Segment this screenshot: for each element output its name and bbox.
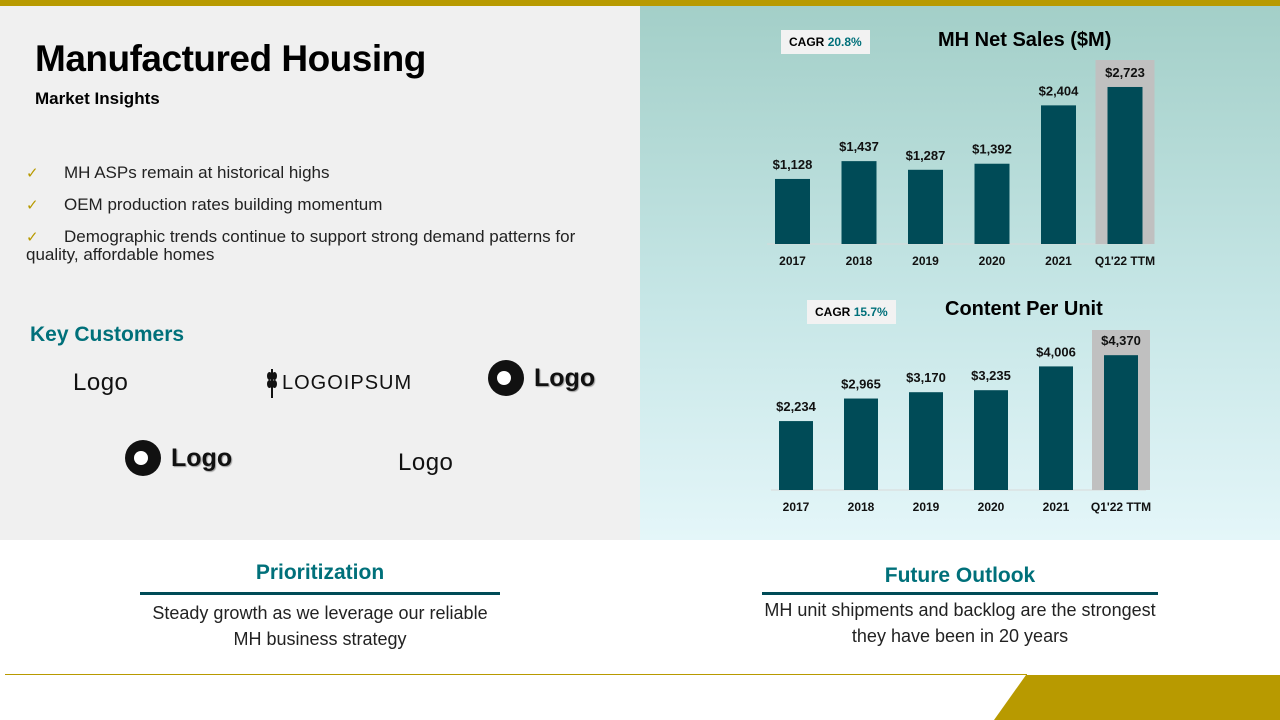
data-label: $1,392 xyxy=(972,142,1012,157)
cagr-label: CAGR xyxy=(815,305,851,319)
customer-logo-5: Logo xyxy=(398,449,454,476)
data-label: $1,287 xyxy=(906,148,946,163)
data-label: $2,404 xyxy=(1039,83,1080,98)
chart-bar xyxy=(1104,355,1138,490)
data-label: $1,128 xyxy=(773,157,813,172)
prioritization-title: Prioritization xyxy=(255,561,385,584)
chart-bar xyxy=(974,163,1010,244)
chart-bar xyxy=(1107,86,1143,244)
bullet-text: MH ASPs remain at historical highs xyxy=(64,163,330,182)
chart-title: MH Net Sales ($M) xyxy=(938,29,1112,51)
data-label: $3,235 xyxy=(971,368,1011,383)
chart-bar xyxy=(779,421,813,490)
footer-corner-accent xyxy=(994,675,1280,720)
check-icon: ✓ xyxy=(26,165,39,182)
data-label: $2,234 xyxy=(776,399,817,414)
logo-text: Logo xyxy=(171,443,233,472)
bullet-text: OEM production rates building momentum xyxy=(64,195,383,214)
x-tick-label: Q1'22 TTM xyxy=(1091,500,1151,514)
chart-bar xyxy=(841,161,877,244)
page-subtitle: Market Insights xyxy=(35,89,160,108)
chart-bar xyxy=(1041,105,1076,244)
chart-bar xyxy=(844,398,878,490)
check-icon: ✓ xyxy=(26,229,39,246)
footer-line xyxy=(5,674,1027,675)
customer-logo-3: Logo xyxy=(488,360,595,396)
chart-bar xyxy=(908,169,943,244)
content-per-unit-chart: $2,234 2017 $2,965 2018 $3,170 2019 $3,235 2020… xyxy=(771,330,1151,514)
data-label: $1,437 xyxy=(839,139,879,154)
logo-circle-icon xyxy=(125,440,161,476)
top-accent-bar xyxy=(0,0,1280,6)
x-tick-label: 2020 xyxy=(978,500,1005,514)
data-label: $3,170 xyxy=(906,370,946,385)
insights-list: ✓ MH ASPs remain at historical highs ✓ OEM… xyxy=(26,164,626,277)
x-tick-label: 2021 xyxy=(1045,254,1072,268)
data-label: $2,965 xyxy=(841,377,881,392)
wheat-icon xyxy=(267,369,277,398)
x-tick-label: 2020 xyxy=(979,254,1006,268)
key-customers-heading: Key Customers xyxy=(30,323,185,346)
customer-logo-2: LOGOIPSUM xyxy=(266,367,412,399)
cagr-label: CAGR xyxy=(789,35,825,49)
customer-logo-1: Logo xyxy=(73,369,129,396)
list-item: ✓ MH ASPs remain at historical highs xyxy=(26,164,626,182)
x-tick-label: 2017 xyxy=(783,500,810,514)
outlook-title: Future Outlook xyxy=(884,564,1036,587)
cagr-value: 15.7% xyxy=(853,305,888,319)
bullet-text: Demographic trends continue to support s… xyxy=(26,227,576,264)
chart-bar xyxy=(775,178,810,244)
outlook-divider xyxy=(762,592,1158,595)
x-tick-label: 2017 xyxy=(779,254,806,268)
data-label: $2,723 xyxy=(1105,65,1145,80)
list-item: ✓ Demographic trends continue to support … xyxy=(26,228,626,263)
x-tick-label: 2019 xyxy=(912,254,939,268)
cagr-value: 20.8% xyxy=(827,35,862,49)
chart-bar xyxy=(974,390,1008,490)
chart-bar xyxy=(1039,366,1073,490)
logo-text: Logo xyxy=(534,363,596,392)
chart-title: Content Per Unit xyxy=(945,298,1103,320)
list-item: ✓ OEM production rates building momentum xyxy=(26,196,626,214)
x-tick-label: 2019 xyxy=(913,500,940,514)
x-tick-label: Q1'22 TTM xyxy=(1095,254,1155,268)
outlook-text: MH unit shipments and backlog are the st… xyxy=(764,600,1156,646)
customer-logo-4: Logo xyxy=(125,440,232,476)
x-tick-label: 2018 xyxy=(848,500,875,514)
cagr-badge: CAGR 15.7% xyxy=(807,300,896,324)
x-tick-label: 2021 xyxy=(1043,500,1070,514)
data-label: $4,006 xyxy=(1036,344,1076,359)
logo-text: LOGOIPSUM xyxy=(282,371,413,394)
prioritization-text: Steady growth as we leverage our reliabl… xyxy=(152,603,488,649)
prioritization-divider xyxy=(140,592,500,595)
chart-bar xyxy=(909,392,943,490)
cagr-badge: CAGR 20.8% xyxy=(781,30,870,54)
page-title: Manufactured Housing xyxy=(35,38,426,79)
data-label: $4,370 xyxy=(1101,333,1141,348)
charts-panel xyxy=(640,6,1280,540)
insights-panel xyxy=(0,6,640,540)
net-sales-chart: $1,128 2017 $1,437 2018 $1,287 2019 $1,392 2020… xyxy=(767,60,1155,268)
x-tick-label: 2018 xyxy=(846,254,873,268)
check-icon: ✓ xyxy=(26,197,39,214)
logo-circle-icon xyxy=(488,360,524,396)
